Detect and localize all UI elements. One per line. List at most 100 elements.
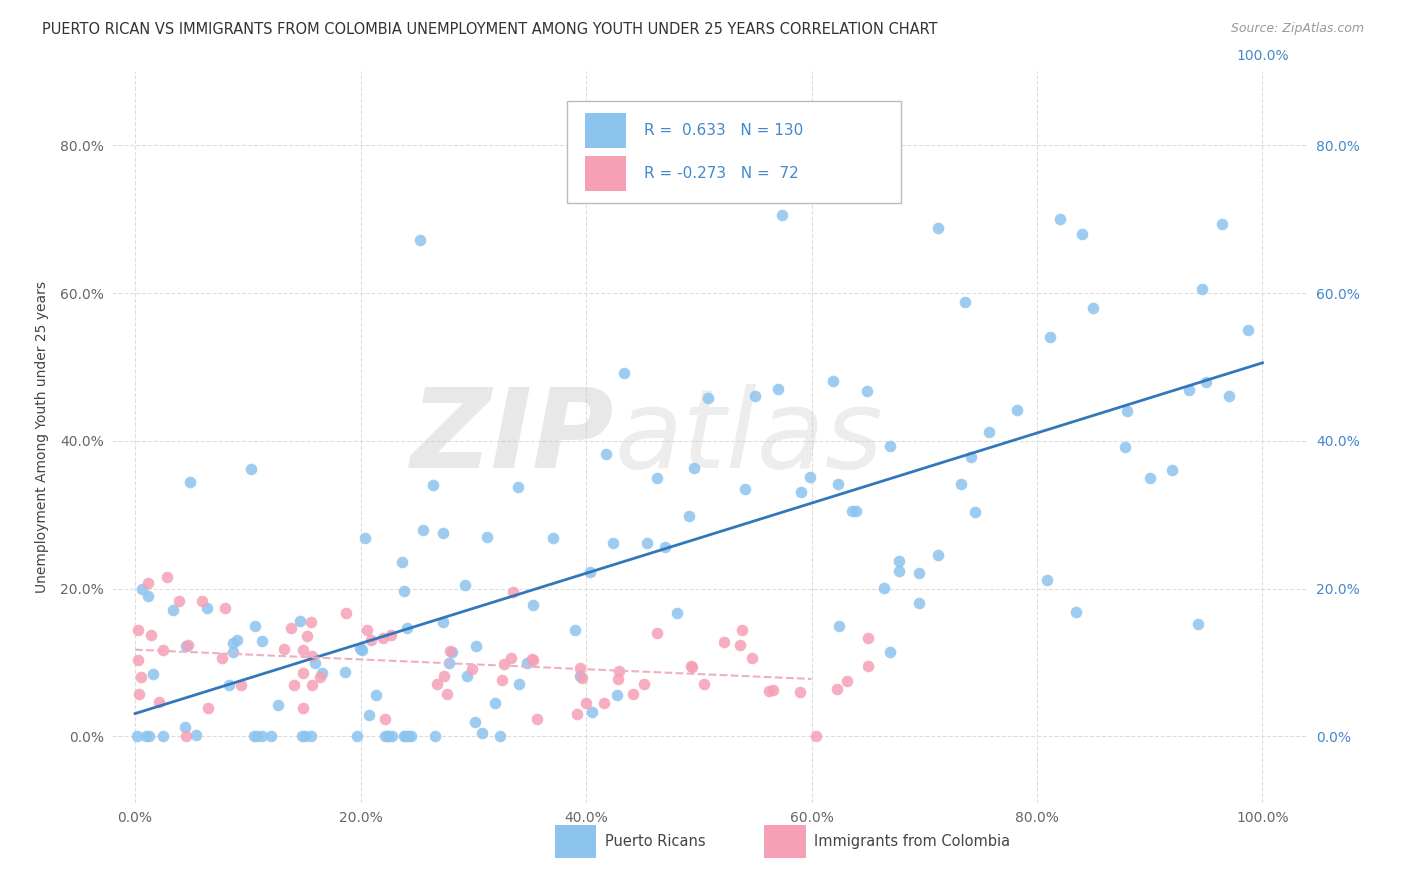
Point [1211, 217, 1233, 231]
Point [432, 526, 454, 541]
Point [728, 638, 751, 652]
Point [250, 729, 273, 743]
Point [169, 594, 191, 608]
Point [581, 706, 603, 720]
Point [502, 585, 524, 599]
Point [309, 670, 332, 684]
Point [412, 523, 434, 537]
Point [152, 729, 174, 743]
Point [396, 621, 419, 635]
Point [607, 664, 630, 678]
Point [508, 480, 530, 494]
Point [245, 619, 267, 633]
FancyBboxPatch shape [554, 825, 596, 858]
Point [837, 674, 859, 689]
Point [1049, 212, 1071, 227]
Point [1139, 471, 1161, 485]
Point [301, 648, 323, 663]
Point [633, 677, 655, 691]
Point [762, 683, 785, 698]
Point [845, 504, 868, 518]
Text: PUERTO RICAN VS IMMIGRANTS FROM COLOMBIA UNEMPLOYMENT AMONG YOUTH UNDER 25 YEARS: PUERTO RICAN VS IMMIGRANTS FROM COLOMBIA… [42, 22, 938, 37]
Point [366, 688, 388, 702]
Point [356, 624, 378, 638]
Point [464, 640, 486, 654]
Point [156, 570, 179, 584]
Point [291, 701, 314, 715]
Point [1114, 440, 1136, 454]
Point [260, 729, 283, 743]
Point [571, 671, 593, 685]
Point [1064, 605, 1087, 619]
Point [492, 657, 515, 672]
Point [273, 642, 295, 657]
Point [681, 659, 703, 673]
Point [953, 295, 976, 310]
Point [856, 631, 879, 645]
Point [470, 725, 492, 739]
Point [744, 389, 766, 403]
Point [136, 576, 159, 591]
Point [374, 729, 396, 743]
Point [377, 729, 399, 743]
Point [162, 603, 184, 617]
Point [377, 729, 399, 743]
Point [297, 630, 319, 644]
Point [184, 728, 207, 742]
Point [1161, 463, 1184, 477]
Point [174, 729, 197, 743]
Point [138, 729, 160, 743]
Point [1039, 330, 1062, 344]
Point [606, 688, 628, 702]
Point [501, 650, 523, 665]
Point [394, 729, 416, 743]
Point [174, 639, 197, 653]
Point [636, 536, 658, 550]
Point [135, 729, 157, 743]
Point [522, 653, 544, 667]
Point [218, 678, 240, 692]
Point [195, 601, 218, 615]
Point [127, 729, 149, 743]
Point [1071, 227, 1094, 241]
Point [129, 670, 152, 684]
Point [437, 656, 460, 670]
Point [453, 578, 475, 592]
Point [456, 669, 478, 683]
Point [856, 384, 879, 398]
Point [879, 644, 901, 658]
Point [963, 505, 986, 519]
Point [211, 651, 233, 665]
Point [127, 653, 149, 667]
Point [574, 697, 596, 711]
Point [139, 627, 162, 641]
Point [291, 729, 314, 743]
Point [222, 636, 245, 650]
Point [250, 633, 273, 648]
Point [491, 673, 513, 687]
FancyBboxPatch shape [567, 101, 901, 203]
Point [380, 628, 402, 642]
Point [731, 623, 754, 637]
Point [579, 565, 602, 579]
Point [827, 477, 849, 491]
Point [422, 478, 444, 492]
Point [243, 729, 266, 743]
Point [541, 531, 564, 545]
Point [1036, 573, 1059, 587]
Point [645, 626, 668, 640]
Point [484, 696, 506, 710]
Point [464, 715, 486, 730]
Point [477, 530, 499, 544]
Point [423, 729, 446, 743]
Point [1005, 403, 1028, 417]
Point [593, 697, 616, 711]
FancyBboxPatch shape [585, 113, 627, 148]
Point [214, 600, 236, 615]
Point [179, 475, 201, 490]
Point [1178, 383, 1201, 397]
Point [426, 677, 449, 691]
Point [439, 644, 461, 658]
Point [1083, 301, 1105, 315]
Point [349, 641, 371, 656]
